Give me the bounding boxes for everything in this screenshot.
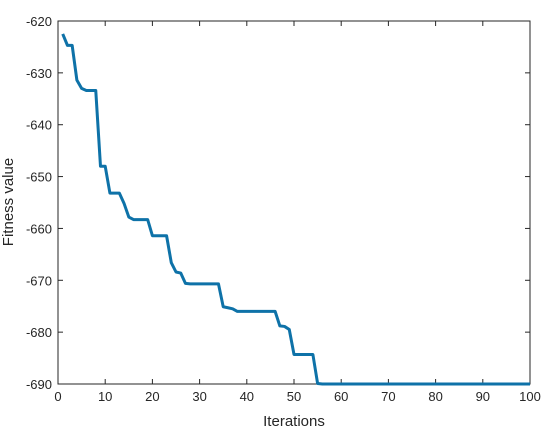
x-axis-ticks: 0 10 20 30 40 50 60 70 80 90 100 xyxy=(54,21,541,404)
y-tick-label: -620 xyxy=(26,14,52,29)
fitness-curve-line xyxy=(61,33,530,386)
x-tick-label: 100 xyxy=(519,389,541,404)
y-axis-ticks: -620 -630 -640 -650 -660 -670 -680 -690 xyxy=(26,14,530,392)
x-tick-label: 70 xyxy=(381,389,395,404)
y-tick-label: -660 xyxy=(26,221,52,236)
x-tick-label: 10 xyxy=(98,389,112,404)
y-tick-label: -670 xyxy=(26,273,52,288)
x-tick-label: 90 xyxy=(476,389,490,404)
y-axis-label: Fitness value xyxy=(0,158,17,246)
x-tick-label: 50 xyxy=(287,389,301,404)
y-tick-label: -630 xyxy=(26,66,52,81)
y-tick-label: -690 xyxy=(26,377,52,392)
y-tick-label: -640 xyxy=(26,118,52,133)
y-tick-label: -680 xyxy=(26,325,52,340)
y-tick-label: -650 xyxy=(26,170,52,185)
x-tick-label: 40 xyxy=(240,389,254,404)
x-tick-label: 80 xyxy=(428,389,442,404)
x-tick-label: 20 xyxy=(145,389,159,404)
plot-area xyxy=(57,20,531,385)
x-tick-label: 60 xyxy=(334,389,348,404)
x-tick-label: 30 xyxy=(192,389,206,404)
x-tick-label: 0 xyxy=(54,389,61,404)
x-axis-label: Iterations xyxy=(263,413,325,430)
